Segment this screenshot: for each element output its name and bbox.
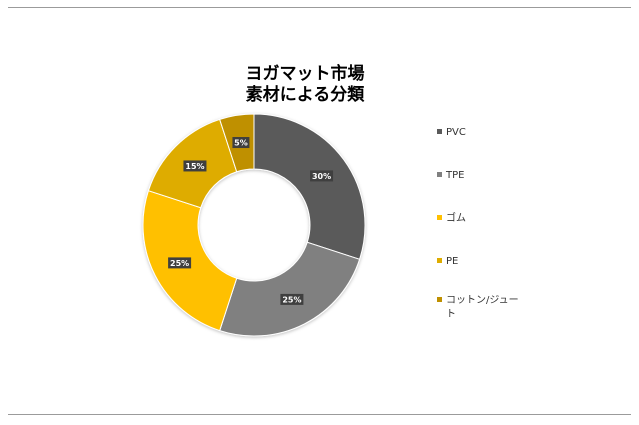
chart-title-line-1: ヨガマット市場 [245, 64, 365, 84]
legend-label: PVC [446, 127, 466, 138]
legend-label: コットン/ジュート [446, 295, 519, 320]
data-label-item-4: 5% [232, 137, 250, 149]
data-label-item-2: 25% [168, 257, 192, 269]
data-label-text: 30% [312, 172, 331, 181]
legend-label: ゴム [446, 213, 466, 224]
data-label-box [232, 137, 250, 149]
legend-item-item-4: コットン/ジュート [437, 294, 528, 322]
data-label-box [280, 293, 304, 305]
data-label-text: 25% [282, 295, 301, 304]
legend-item-pe: PE [437, 255, 528, 269]
data-label-pvc: 30% [310, 170, 334, 182]
legend-swatch [437, 129, 442, 134]
legend-swatch [437, 258, 442, 263]
chart-title: ヨガマット市場 素材による分類 [180, 64, 430, 106]
data-label-box [183, 160, 207, 172]
data-label-box [168, 257, 192, 269]
slice-pvc [253, 113, 366, 260]
slice-tpe [219, 241, 361, 337]
data-label-tpe: 25% [280, 293, 304, 305]
data-label-text: 25% [170, 259, 189, 268]
legend-swatch [437, 215, 442, 220]
data-label-pe: 15% [183, 160, 207, 172]
legend-item-item-2: ゴム [437, 212, 528, 226]
data-label-text: 15% [185, 162, 204, 171]
legend-swatch [437, 297, 442, 302]
bottom-divider [8, 414, 631, 415]
data-label-box [310, 170, 334, 182]
legend-item-pvc: PVC [437, 126, 528, 140]
data-label-text: 5% [234, 139, 248, 148]
legend-swatch [437, 172, 442, 177]
top-divider [8, 7, 631, 8]
chart-title-line-2: 素材による分類 [245, 85, 365, 105]
legend-label: TPE [446, 170, 465, 181]
legend-label: PE [446, 256, 459, 267]
legend-item-tpe: TPE [437, 169, 528, 183]
